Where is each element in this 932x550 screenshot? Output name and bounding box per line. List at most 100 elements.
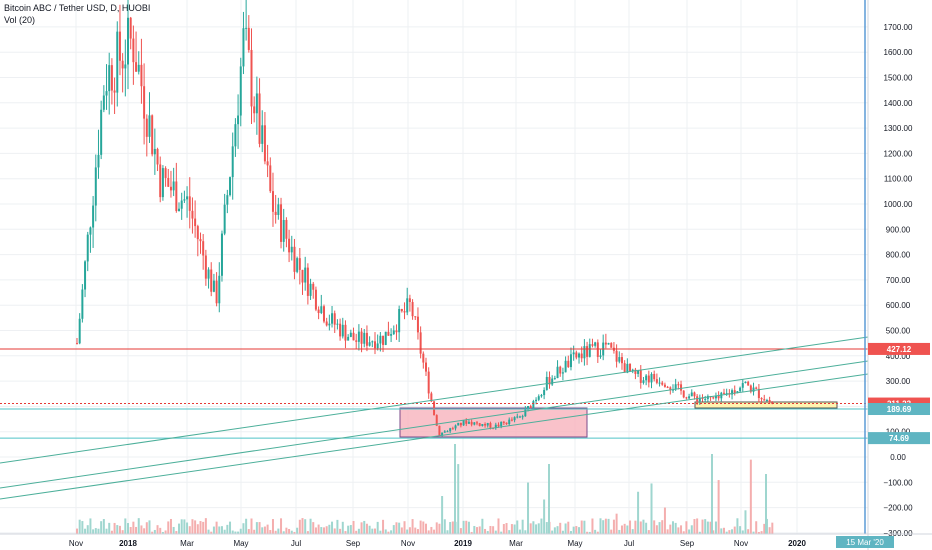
candle-body <box>392 330 395 335</box>
y-tick-label: 300.00 <box>886 377 911 386</box>
y-tick-label: 1200.00 <box>884 149 913 158</box>
y-tick-label: 400.00 <box>886 352 911 361</box>
candle-body <box>623 363 626 373</box>
volume-bar <box>709 521 712 534</box>
volume-bar <box>559 522 562 534</box>
candle-body <box>137 64 140 72</box>
volume-bar <box>663 507 666 534</box>
volume-bar <box>508 530 511 534</box>
volume-bar <box>763 523 766 534</box>
candle-body <box>97 154 100 168</box>
volume-bar <box>309 518 312 534</box>
volume-bar <box>537 523 540 534</box>
candle-body <box>497 424 500 427</box>
candle-body <box>556 366 559 379</box>
candle-body <box>414 316 417 318</box>
candle-body <box>586 346 589 357</box>
candle-body <box>253 106 256 114</box>
candle-body <box>543 389 546 396</box>
volume-bar <box>594 529 597 534</box>
volume-bar <box>151 531 154 534</box>
y-tick-label: −300.00 <box>883 529 913 538</box>
candle-body <box>411 302 414 317</box>
candle-body <box>336 323 339 325</box>
volume-bar <box>280 518 283 534</box>
candle-body <box>231 146 234 178</box>
candle-body <box>309 283 312 296</box>
trend-line-middle <box>0 360 869 489</box>
candle-body <box>328 323 331 326</box>
candle-body <box>631 369 634 372</box>
volume-bar <box>92 529 95 534</box>
volume-bar <box>220 526 223 534</box>
x-tick-label: Nov <box>69 539 83 548</box>
volume-indicator-label[interactable]: Vol (20) <box>4 15 36 25</box>
candle-body <box>443 431 446 433</box>
symbol-legend: Bitcoin ABC / Tether USD, D, HUOBI Vol (… <box>4 2 150 26</box>
candle-body <box>537 396 540 400</box>
volume-bar <box>298 519 301 534</box>
volume-bar <box>698 531 701 534</box>
volume-bar <box>331 521 334 534</box>
volume-bar <box>728 530 731 534</box>
candle-body <box>357 331 360 342</box>
x-tick-label: May <box>233 539 248 548</box>
candles <box>76 0 774 437</box>
volume-bar <box>349 525 352 534</box>
candle-body <box>280 204 283 242</box>
volume-bar <box>462 520 465 534</box>
volume-bar <box>669 524 672 534</box>
accumulation-zone-box <box>399 407 588 438</box>
volume-bar <box>518 529 521 534</box>
candle-body <box>220 233 223 276</box>
volume-bar <box>610 529 613 534</box>
candle-body <box>669 387 672 390</box>
volume-bar <box>333 528 336 534</box>
volume-bar <box>379 530 382 534</box>
volume-bar <box>277 528 280 534</box>
volume-bar <box>387 531 390 534</box>
candle-body <box>298 258 301 270</box>
candle-body <box>164 168 167 178</box>
candle-body <box>245 27 248 29</box>
candle-body <box>285 219 288 239</box>
candle-body <box>92 205 95 228</box>
candle-body <box>516 416 519 418</box>
candle-body <box>210 269 213 292</box>
volume-bar <box>357 528 360 534</box>
candle-body <box>331 313 334 324</box>
volume-bar <box>419 520 422 534</box>
candle-body <box>191 210 194 219</box>
candle-body <box>427 371 430 394</box>
candle-body <box>529 406 532 409</box>
volume-bar <box>435 522 438 534</box>
volume-bar <box>199 521 202 534</box>
volume-bar <box>347 525 350 534</box>
volume-bar <box>596 531 599 534</box>
symbol-title[interactable]: Bitcoin ABC / Tether USD, D, HUOBI <box>4 3 151 13</box>
volume-bar <box>129 526 132 534</box>
volume-bar <box>706 521 709 534</box>
candle-body <box>540 395 543 397</box>
candle-body <box>521 416 524 418</box>
candle-body <box>484 424 487 426</box>
candle-body <box>634 369 637 374</box>
volume-bar <box>212 526 215 534</box>
candle-body <box>277 204 280 215</box>
candle-body <box>135 62 138 72</box>
volume-bar <box>725 531 728 534</box>
volume-bar <box>736 518 739 534</box>
candle-body <box>341 324 344 337</box>
volume-bar <box>301 518 304 534</box>
volume-bar <box>94 528 97 534</box>
y-tick-label: −100.00 <box>883 478 913 487</box>
candle-body <box>467 421 470 424</box>
volume-bar <box>210 531 213 534</box>
volume-bar <box>325 526 328 534</box>
volume-bar <box>234 531 237 534</box>
candle-body <box>502 421 505 423</box>
price-badge-label: 427.12 <box>887 345 912 354</box>
candle-body <box>494 424 497 429</box>
volume-bar <box>693 519 696 534</box>
